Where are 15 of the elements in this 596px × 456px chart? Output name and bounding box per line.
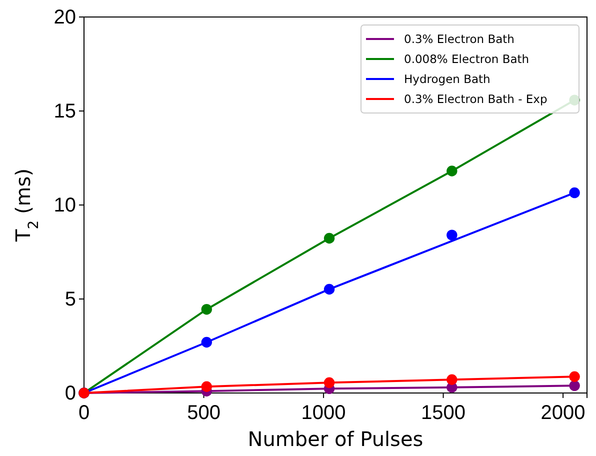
x-axis-title: Number of Pulses — [248, 427, 424, 451]
legend-label: 0.3% Electron Bath — [404, 32, 514, 46]
x-tick-label: 0 — [78, 402, 90, 424]
x-tick-label: 1000 — [301, 402, 346, 424]
y-tick-label: 5 — [64, 288, 76, 310]
legend-label: 0.008% Electron Bath — [404, 52, 530, 66]
legend-label: 0.3% Electron Bath - Exp — [404, 92, 548, 106]
y-tick-label: 0 — [64, 382, 76, 404]
y-tick-label: 15 — [54, 100, 76, 122]
x-tick-label: 2000 — [540, 402, 586, 424]
x-tick-label: 500 — [187, 402, 220, 424]
y-tick-label: 10 — [54, 194, 76, 216]
y-tick-label: 20 — [54, 6, 76, 28]
x-tick-label: 1500 — [421, 402, 466, 424]
legend-label: Hydrogen Bath — [404, 72, 490, 86]
